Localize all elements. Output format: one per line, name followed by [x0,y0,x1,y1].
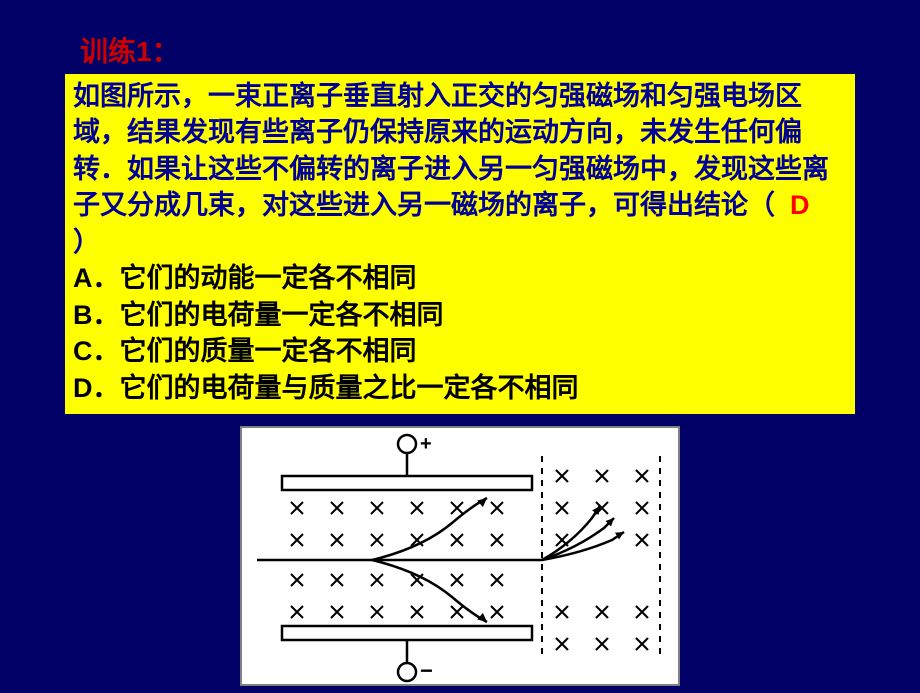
diagram-svg: +− [242,428,682,688]
question-part2: ） [73,227,100,257]
option-b: B．它们的电荷量一定各不相同 [73,297,847,333]
question-part1: 如图所示，一束正离子垂直射入正交的匀强磁场和匀强电场区域，结果发现有些离子仍保持… [73,81,829,220]
exercise-title: 训练1： [50,30,870,70]
slide-container: 训练1： 如图所示，一束正离子垂直射入正交的匀强磁场和匀强电场区域，结果发现有些… [0,0,920,690]
svg-text:−: − [420,658,433,683]
question-text: 如图所示，一束正离子垂直射入正交的匀强磁场和匀强电场区域，结果发现有些离子仍保持… [73,78,847,260]
option-a: A．它们的动能一定各不相同 [73,260,847,296]
svg-text:+: + [420,433,432,455]
diagram-container: +− [50,426,870,686]
option-d: D．它们的电荷量与质量之比一定各不相同 [73,370,847,406]
question-box: 如图所示，一束正离子垂直射入正交的匀强磁场和匀强电场区域，结果发现有些离子仍保持… [65,74,855,414]
answer-mark: D [783,190,818,220]
options-list: A．它们的动能一定各不相同 B．它们的电荷量一定各不相同 C．它们的质量一定各不… [73,260,847,406]
physics-diagram: +− [240,426,680,686]
option-c: C．它们的质量一定各不相同 [73,333,847,369]
